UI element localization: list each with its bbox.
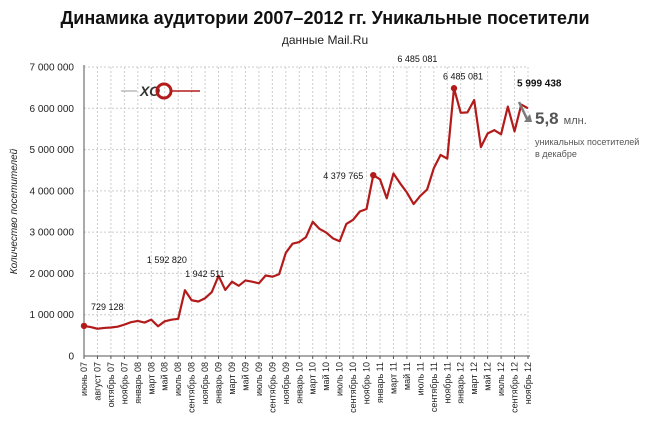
annotations: 729 128 1 592 820 1 942 511 4 379 765 6 485 … [80, 54, 562, 330]
x-tick-label: ноябрь 08 [200, 362, 210, 404]
point-marker [80, 322, 88, 330]
x-tick-label: январь 10 [294, 362, 304, 404]
chart-title: Динамика аудитории 2007–2012 гг. Уникаль… [60, 8, 589, 28]
y-tick-label: 2 000 000 [30, 269, 75, 280]
y-tick-label: 5 000 000 [30, 145, 75, 156]
x-tick-label: январь 12 [456, 362, 466, 404]
callout-unit: млн. [564, 115, 587, 127]
y-tick-label: 1 000 000 [30, 310, 75, 321]
data-label: 729 128 [91, 302, 124, 312]
x-tick-label: сентябрь 08 [187, 362, 197, 413]
x-tick-label: сентябрь 09 [267, 362, 277, 413]
x-tick-label: март 11 [388, 362, 398, 394]
x-tick-label: март 10 [308, 362, 318, 395]
x-tick-label: май 09 [240, 362, 250, 391]
x-tick-label: март 12 [469, 362, 479, 395]
x-tick-label: январь 11 [375, 362, 385, 403]
x-axis-ticks: июнь 07 август 07 октябрь 07 ноябрь 07 январ… [79, 362, 533, 413]
x-tick-label: ноябрь 10 [362, 362, 372, 404]
callout-value: 5,8 [535, 109, 559, 128]
y-tick-label: 3 000 000 [30, 228, 75, 239]
data-label: 6 485 081 [397, 54, 437, 64]
x-tick-label: январь 08 [133, 362, 143, 404]
callout-arrow-head-icon [524, 114, 532, 122]
series-group [83, 87, 529, 330]
x-tick-label: ноябрь 07 [119, 362, 129, 404]
data-label: 1 592 820 [147, 255, 187, 265]
callout-line2: в декабре [535, 149, 577, 159]
point-marker [370, 171, 377, 179]
x-tick-label: январь 09 [214, 362, 224, 404]
point-marker [450, 85, 458, 92]
data-label: 4 379 765 [323, 171, 363, 181]
x-tick-label: май 12 [483, 362, 493, 391]
y-axis-label: Количество посетителей [9, 148, 20, 274]
x-tick-label: июль 08 [173, 362, 183, 396]
x-tick-label: ноябрь 09 [281, 362, 291, 404]
callout: 5,8 млн. уникальных посетителей в декабре [517, 101, 639, 159]
logo-text: ХО [139, 83, 160, 99]
x-tick-label: март 08 [146, 362, 156, 395]
grid-lines [83, 66, 529, 356]
x-tick-label: июль 11 [415, 362, 425, 395]
data-label: 1 942 511 [185, 269, 224, 279]
series-line [83, 87, 529, 330]
x-tick-label: июль 10 [335, 362, 345, 396]
callout-value-line: 5,8 млн. [535, 109, 587, 128]
x-tick-label: июль 12 [496, 362, 506, 396]
x-tick-label: сентябрь 12 [510, 362, 520, 413]
x-tick-label: ноябрь 12 [523, 362, 533, 404]
y-tick-label: 0 [68, 352, 74, 363]
x-tick-label: сентябрь 10 [348, 362, 358, 413]
chart-subtitle: данные Mail.Ru [282, 33, 368, 47]
x-tick-label: ноябрь 11 [442, 362, 452, 404]
x-tick-label: июль 09 [254, 362, 264, 396]
data-label: 6 485 081 [443, 71, 483, 81]
x-tick-label: май 08 [160, 362, 170, 391]
y-tick-label: 6 000 000 [30, 104, 75, 115]
data-label: 5 999 438 [517, 78, 562, 89]
x-tick-label: сентябрь 11 [429, 362, 439, 412]
y-tick-label: 7 000 000 [30, 63, 75, 74]
x-tick-label: май 11 [402, 362, 412, 390]
x-tick-label: август 07 [92, 362, 102, 401]
callout-line1: уникальных посетителей [535, 137, 639, 147]
x-tick-label: июнь 07 [79, 362, 89, 396]
callout-arrow-icon [517, 101, 530, 122]
logo: ХО [121, 82, 200, 100]
x-tick-label: март 09 [227, 362, 237, 395]
x-tick-label: октябрь 07 [106, 362, 116, 407]
y-axis-ticks: 0 1 000 000 2 000 000 3 000 000 4 000 000 5 0… [30, 63, 75, 363]
axes [83, 65, 530, 359]
y-tick-label: 4 000 000 [30, 186, 75, 197]
x-tick-label: май 10 [321, 362, 331, 391]
